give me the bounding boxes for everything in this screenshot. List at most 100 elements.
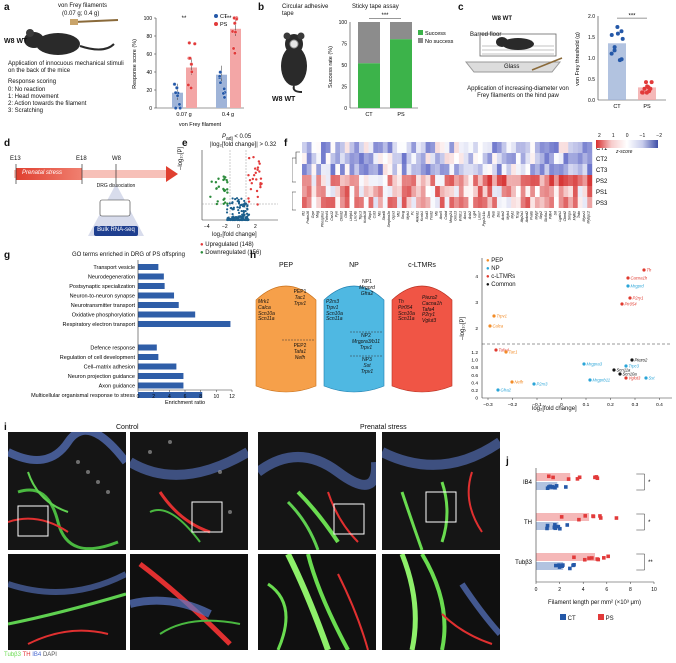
barred-floor-illustration: [464, 33, 563, 73]
data-point: [553, 523, 557, 527]
heatmap-cell: [439, 142, 445, 153]
go-term-label: Axon guidance: [99, 384, 135, 390]
np1-label: NP1: [362, 279, 372, 285]
heatmap-cell: [473, 197, 479, 208]
bar: [536, 562, 564, 570]
heatmap-cell: [544, 142, 550, 153]
x-tick-label: 12: [229, 394, 235, 400]
heatmap-cell: [563, 186, 569, 197]
sig-bracket: [636, 513, 645, 531]
heatmap-cell: [487, 164, 493, 175]
heatmap-gene-label: Ano5: [439, 211, 443, 220]
heatmap-cell: [330, 186, 336, 197]
heatmap-cell: [302, 186, 307, 197]
y-tick-label: 100: [144, 16, 153, 22]
heatmap-cell: [549, 164, 555, 175]
scoring-3: 3: Scratching: [8, 108, 44, 114]
heatmap-cell: [406, 153, 412, 164]
heatmap-cell: [587, 164, 593, 175]
data-point: [551, 475, 555, 480]
heatmap-cell: [454, 153, 460, 164]
x-tick-label: 10: [214, 394, 220, 400]
heatmap-cell: [401, 175, 407, 186]
timeline-e18: E18: [76, 156, 87, 162]
heatmap-cell: [311, 142, 317, 153]
mouse-illustration-a: [24, 19, 119, 55]
heatmap-cell: [501, 142, 507, 153]
group-np-name: NP: [349, 262, 359, 269]
timeline-e13: E13: [10, 156, 21, 162]
heatmap-cell: [387, 175, 393, 186]
heatmap-cell: [463, 186, 469, 197]
heatmap-cell: [458, 142, 464, 153]
data-point: [645, 84, 650, 89]
heatmap-cell: [539, 164, 545, 175]
heatmap-cell: [363, 197, 369, 208]
heatmap-cell: [411, 197, 417, 208]
heatmap-gene-label: Ankrd1: [415, 211, 419, 223]
go-term-label: Neuron projection guidance: [68, 374, 135, 380]
heatmap-cell: [511, 175, 517, 186]
significance: **: [648, 560, 653, 566]
heatmap-cell: [587, 175, 593, 186]
heatmap-cell: [582, 142, 588, 153]
volcano-dot: [234, 198, 237, 201]
heatmap-cell: [411, 142, 417, 153]
svg-text:−4: −4: [204, 224, 210, 230]
gene-point-label: Mrgpra3: [587, 362, 603, 367]
heatmap-gene-label: Sncg: [401, 211, 405, 219]
heatmap-gene-label: Smpx: [568, 211, 572, 220]
heatmap-cell: [430, 197, 436, 208]
downregulated-dot: [210, 180, 213, 183]
heatmap-cell: [482, 153, 488, 164]
heatmap-cell: [482, 197, 488, 208]
heatmap-cell: [572, 175, 578, 186]
panel-b-label: b: [258, 2, 265, 13]
filament-title: von Frey filaments: [58, 3, 108, 9]
pep2-label: PEP2: [293, 343, 307, 349]
heatmap-cell: [325, 186, 331, 197]
volcano-dot: [237, 211, 241, 214]
heatmap-cell: [306, 186, 312, 197]
heatmap-cell: [368, 175, 374, 186]
heatmap-gene-label: Pyn: [335, 211, 339, 217]
heatmap-cell: [435, 197, 441, 208]
heatmap-cell: [397, 164, 403, 175]
pep-shared-gene: Scn10a: [258, 310, 275, 317]
legend-np: NP: [491, 266, 500, 272]
heatmap-cell: [302, 175, 307, 186]
upregulated-dot: [250, 182, 253, 185]
heatmap-row-label: PS2: [596, 179, 608, 185]
y-tick-label: 80: [146, 34, 152, 40]
heatmap-cell: [468, 153, 474, 164]
gene-point: [612, 368, 616, 372]
heatmap-cell: [330, 142, 336, 153]
volcano-dot: [240, 217, 243, 220]
heatmap-cell: [444, 175, 450, 186]
y-tick-label: 0.2: [471, 388, 478, 394]
mouse-tape-illustration: [281, 32, 307, 93]
heatmap-cell: [354, 164, 360, 175]
heatmap-cell: [539, 186, 545, 197]
heatmap-cell: [473, 153, 479, 164]
data-point: [559, 515, 564, 519]
heatmap-cell: [458, 153, 464, 164]
go-bar: [138, 292, 175, 299]
downregulated-dot: [223, 201, 227, 204]
np3-label: NP3: [362, 357, 372, 363]
heatmap-cell: [392, 175, 398, 186]
heatmap-cell: [501, 197, 507, 208]
go-term-label: Neurodegeneration: [88, 275, 135, 281]
heatmap-cell: [515, 153, 521, 164]
heatmap-gene-label: Car12: [330, 211, 334, 221]
heatmap-cell: [302, 164, 307, 175]
heatmap-cell: [534, 175, 540, 186]
heatmap-gene-label: Stra6l: [382, 211, 386, 221]
heatmap-cell: [534, 186, 540, 197]
tape-title: Circular adhesive tape: [282, 4, 329, 18]
volcano-dot: [226, 208, 229, 211]
panel-e-label: e: [182, 138, 188, 149]
timeline-w8: W8: [112, 156, 121, 162]
heatmap-cell: [492, 186, 498, 197]
zscore-tick: 0: [625, 133, 629, 139]
